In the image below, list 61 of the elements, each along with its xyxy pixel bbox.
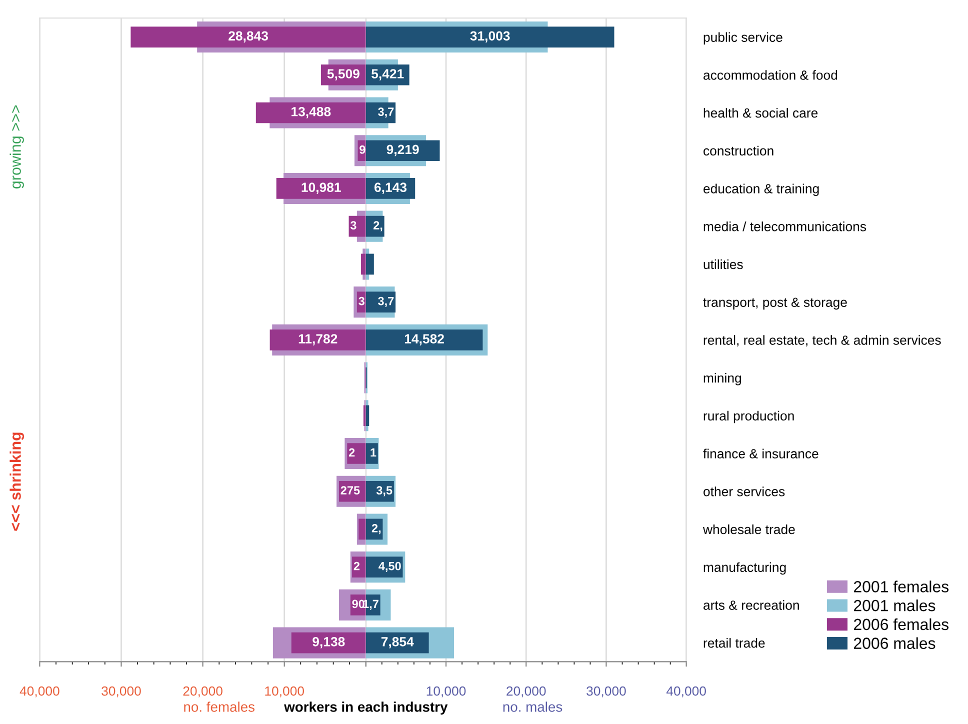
x-axis-title: no. females: [184, 702, 255, 712]
bar: [366, 102, 396, 124]
legend-label: 2006 males: [854, 637, 936, 649]
annotation: 3: [350, 221, 356, 230]
y-tick-label: other services: [704, 486, 785, 496]
annotation: 2,: [374, 221, 382, 232]
annotation: 3,5: [376, 486, 392, 496]
annotation: 2: [354, 562, 360, 570]
legend-label: 2001 females: [854, 580, 949, 592]
x-tick-label: 10,000: [426, 686, 466, 698]
x-tick-label: 40,000: [20, 686, 60, 698]
y-tick-label: construction: [704, 146, 774, 156]
y-tick-label: public service: [704, 32, 782, 45]
annotation: 3,7: [378, 108, 394, 118]
data-label: 9,219: [386, 144, 419, 156]
data-label: 31,003: [470, 31, 510, 42]
data-label: 13,488: [292, 106, 331, 118]
annotation: 4,50: [378, 562, 401, 572]
x-tick-label: 10,000: [265, 686, 304, 698]
x-tick-label: 20,000: [183, 686, 222, 698]
y-tick-label: transport, post & storage: [703, 298, 847, 310]
data-label: 5,421: [372, 69, 404, 80]
data-label: 14,582: [404, 334, 444, 346]
annotation: 275: [340, 486, 360, 495]
y-tick-label: retail trade: [704, 638, 765, 648]
annotation: 90: [352, 600, 364, 608]
data-label: 6,143: [374, 182, 407, 194]
text: growing >>>: [10, 105, 24, 188]
y-tick-label: manufacturing: [704, 562, 786, 575]
y-tick-label: rental, real estate, tech & admin services: [704, 335, 941, 346]
y-tick-label: wholesale trade: [702, 524, 795, 534]
y-tick-label: education & training: [704, 184, 819, 196]
x-tick-label: 40,000: [666, 686, 706, 698]
y-tick-label: health & social care: [704, 108, 818, 118]
data-label: 7,854: [381, 637, 414, 648]
data-label: 9,138: [312, 637, 345, 648]
y-tick-label: accommodation & food: [704, 70, 838, 80]
y-tick-label: mining: [704, 373, 741, 386]
data-label: 11,782: [298, 334, 338, 346]
y-tick-label: media / telecommunications: [704, 222, 866, 232]
annotation: 3: [358, 296, 364, 306]
data-label: 5,509: [327, 69, 360, 80]
legend-label: 2001 males: [854, 600, 936, 612]
data-label: 28,843: [228, 31, 268, 42]
y-tick-label: utilities: [704, 259, 743, 270]
text: workers in each industry: [284, 702, 448, 715]
y-tick-label: rural production: [704, 410, 794, 424]
annotation: 2: [348, 448, 355, 457]
x-tick-label: 20,000: [506, 686, 546, 698]
y-tick-label: arts & recreation: [704, 600, 799, 610]
data-label: 10,981: [302, 182, 341, 194]
x-tick-label: 30,000: [586, 686, 626, 698]
x-axis-title: no. males: [503, 702, 562, 712]
annotation: 9: [360, 145, 366, 154]
text: <<< shrinking: [10, 432, 24, 531]
annotation: 1: [370, 448, 376, 457]
legend-label: 2006 females: [854, 618, 949, 630]
annotation: 2,: [372, 524, 381, 534]
x-tick-label: 30,000: [102, 686, 141, 698]
annotation: 3,7: [378, 296, 394, 307]
y-tick-label: finance & insurance: [703, 448, 818, 458]
